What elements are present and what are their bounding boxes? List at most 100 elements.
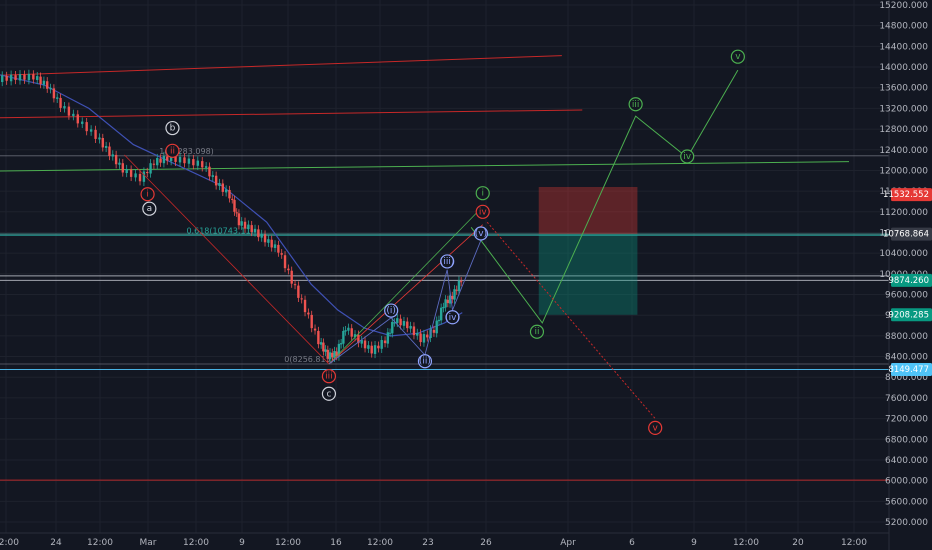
- candle-body: [363, 340, 367, 349]
- candle-body: [46, 81, 49, 89]
- candle-body: [344, 330, 347, 332]
- wave-label-circle: [475, 204, 490, 219]
- price-tick-label: 13200.000: [879, 104, 928, 114]
- candle-body: [162, 155, 166, 164]
- time-axis[interactable]: 12:00 24 12:00 Mar 12:00 9 12:00 16 12:00 23 26 Apr…: [0, 538, 867, 548]
- candle-body: [166, 156, 169, 161]
- candle-body: [89, 129, 93, 132]
- candle-body: [49, 87, 52, 90]
- candle-body: [310, 314, 313, 329]
- price-tick-label: 12000.000: [879, 166, 928, 176]
- candle-body: [142, 171, 146, 182]
- projection-primary: [470, 69, 739, 324]
- wave-label: (ii): [419, 357, 431, 367]
- candle-body: [300, 298, 303, 300]
- candle-body: [393, 322, 396, 324]
- wave-label: iv: [683, 152, 692, 162]
- wave-label: iii: [325, 372, 333, 382]
- wave-label: v: [735, 52, 741, 62]
- price-tick-label: 14400.000: [879, 42, 928, 52]
- candle-body: [337, 343, 341, 357]
- candle-body: [342, 330, 345, 344]
- price-badge: [891, 273, 932, 287]
- wave-label: b: [170, 124, 176, 134]
- wave-line: [124, 154, 330, 365]
- candle-body: [85, 122, 88, 132]
- candle-body: [81, 121, 84, 124]
- time-tick-label: 9: [239, 538, 245, 548]
- candle-body: [412, 326, 416, 336]
- price-tick-label: 14800.000: [879, 22, 928, 32]
- candle-body: [5, 75, 8, 81]
- wave-line: [328, 224, 483, 365]
- price-tick-label: 6400.000: [885, 456, 928, 466]
- candle-body: [373, 345, 377, 354]
- wave-label: (iii): [440, 257, 455, 267]
- candle-body: [192, 159, 195, 166]
- candle-body: [307, 312, 310, 315]
- time-tick-label: 23: [422, 538, 433, 548]
- wave-label-circle: [648, 420, 663, 436]
- candle-body: [228, 189, 231, 199]
- candle-body: [108, 146, 111, 156]
- candle-body: [18, 74, 22, 81]
- candle-body: [457, 280, 461, 292]
- candle-body: [446, 299, 450, 304]
- price-tick-label: 8400.000: [885, 353, 928, 363]
- candle-body: [247, 224, 250, 230]
- wave-label: (i): [386, 306, 396, 316]
- wave-label: v: [653, 423, 659, 433]
- candle-body: [27, 73, 31, 81]
- candle-body: [14, 75, 17, 80]
- time-tick-label: 26: [480, 538, 492, 548]
- candle-body: [319, 342, 323, 345]
- candle-body: [350, 328, 353, 337]
- wave-label-circle: [730, 49, 745, 64]
- time-tick-label: 12:00: [87, 538, 113, 548]
- candle-body: [235, 212, 238, 214]
- candle-body: [224, 189, 228, 193]
- wave-label-circle: [165, 143, 180, 158]
- wave-label: (v): [475, 229, 487, 239]
- position-box[interactable]: [538, 186, 638, 315]
- candle-body: [152, 163, 156, 165]
- wave-label-circle: [417, 354, 433, 369]
- candle-body: [432, 329, 436, 333]
- candle-body: [377, 345, 380, 349]
- price-series: [1, 69, 463, 364]
- candle-body: [459, 281, 463, 283]
- candle-body: [240, 221, 243, 226]
- candle-body: [326, 349, 330, 359]
- candle-body: [174, 156, 177, 162]
- candle-body: [347, 327, 350, 331]
- candle-body: [121, 163, 124, 173]
- candle-body: [263, 234, 267, 243]
- price-tick-label: 8000.000: [885, 373, 928, 383]
- candle-body: [214, 175, 218, 186]
- time-tick-label: 12:00: [841, 538, 867, 548]
- wave-line: [328, 206, 484, 365]
- price-badges: 11532.552 10768.864 9874.260 9208.285 8149.4…: [883, 188, 932, 377]
- candle-body: [221, 183, 225, 192]
- candle-body: [435, 320, 438, 334]
- stop-loss-zone: [538, 186, 638, 235]
- wave-label: i: [481, 189, 484, 199]
- candle-body: [63, 106, 66, 109]
- candle-body: [453, 289, 456, 300]
- candle-body: [406, 321, 409, 329]
- candle-body: [360, 340, 363, 344]
- price-badge: [891, 227, 932, 241]
- candle-body: [134, 173, 137, 178]
- candle-body: [273, 244, 277, 248]
- candle-body: [253, 228, 257, 233]
- price-tick-label: 7200.000: [885, 415, 928, 425]
- candle-body: [303, 299, 307, 313]
- candle-body: [339, 343, 343, 345]
- candle-body: [9, 74, 13, 82]
- candle-body: [36, 76, 39, 80]
- trend-line: [0, 55, 562, 76]
- candle-body: [386, 332, 390, 344]
- candle-body: [402, 321, 406, 326]
- price-tick-label: 13600.000: [879, 84, 928, 94]
